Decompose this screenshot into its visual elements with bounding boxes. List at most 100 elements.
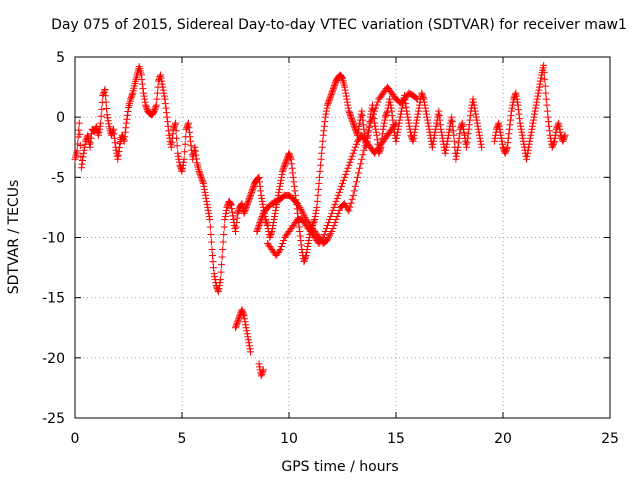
data-point xyxy=(339,179,346,187)
data-point xyxy=(516,119,524,127)
data-point xyxy=(424,119,432,127)
data-point xyxy=(323,104,331,112)
data-point xyxy=(422,107,430,115)
data-point xyxy=(519,134,527,142)
data-point xyxy=(544,118,552,126)
data-point xyxy=(231,224,239,232)
data-point xyxy=(255,221,263,229)
data-point xyxy=(128,91,136,99)
data-point xyxy=(379,125,387,133)
data-point xyxy=(347,199,355,207)
data-point xyxy=(162,104,170,112)
data-point xyxy=(337,182,345,190)
data-point xyxy=(532,101,540,109)
data-point xyxy=(104,114,112,122)
data-point xyxy=(289,173,297,181)
data-point xyxy=(452,152,460,160)
data-point xyxy=(419,92,427,100)
data-point xyxy=(110,130,118,138)
data-point xyxy=(311,215,319,223)
data-point xyxy=(296,232,304,240)
data-point xyxy=(370,110,378,118)
data-point xyxy=(349,118,357,126)
data-point xyxy=(470,98,478,106)
data-point xyxy=(172,127,180,135)
data-point xyxy=(506,121,514,129)
data-point xyxy=(497,131,505,139)
data-point xyxy=(444,134,452,142)
data-point xyxy=(351,124,359,132)
data-point xyxy=(275,188,283,196)
data-point xyxy=(412,122,420,130)
data-point xyxy=(227,200,235,208)
data-point xyxy=(150,107,158,115)
y-tick-label: -15 xyxy=(42,291,65,307)
data-point xyxy=(295,223,303,231)
data-point xyxy=(474,122,482,130)
data-point xyxy=(435,112,443,120)
data-point xyxy=(257,191,265,199)
data-point xyxy=(454,146,462,154)
data-point xyxy=(541,75,549,83)
data-point xyxy=(242,324,250,332)
data-point xyxy=(393,134,401,142)
data-point xyxy=(463,139,471,147)
data-point xyxy=(345,161,353,169)
data-point xyxy=(462,140,470,148)
data-point xyxy=(102,98,110,106)
data-point xyxy=(459,122,467,130)
y-tick-label: 0 xyxy=(56,110,65,126)
data-point xyxy=(543,101,551,109)
data-point xyxy=(317,161,325,169)
data-point xyxy=(76,141,84,149)
data-point xyxy=(496,125,504,133)
data-point xyxy=(525,140,533,148)
data-point xyxy=(119,134,127,142)
data-point xyxy=(418,91,426,99)
data-point xyxy=(206,223,214,231)
data-point xyxy=(233,321,241,329)
data-point xyxy=(279,240,287,248)
data-point xyxy=(263,220,271,228)
data-point xyxy=(208,246,216,254)
data-point xyxy=(422,110,430,118)
data-point xyxy=(121,133,129,141)
data-point xyxy=(358,112,366,120)
data-point xyxy=(280,163,288,171)
data-point xyxy=(352,140,360,148)
data-point xyxy=(513,98,521,106)
data-point xyxy=(109,127,117,135)
data-point xyxy=(511,91,519,99)
data-point xyxy=(326,94,334,102)
data-point xyxy=(560,134,568,142)
data-point xyxy=(358,107,366,115)
data-point xyxy=(97,119,105,127)
data-point xyxy=(501,149,509,157)
data-point xyxy=(365,127,373,135)
x-tick-label: 25 xyxy=(601,431,619,447)
data-point xyxy=(330,83,338,91)
data-point xyxy=(554,121,562,129)
data-point xyxy=(434,110,442,118)
data-point xyxy=(247,190,255,198)
data-point xyxy=(373,136,381,144)
data-point xyxy=(256,178,264,186)
data-point xyxy=(280,237,288,245)
data-point xyxy=(358,155,366,163)
data-point xyxy=(321,113,329,121)
data-point xyxy=(275,247,283,255)
data-point xyxy=(336,185,344,193)
data-point xyxy=(471,107,479,115)
data-point xyxy=(315,173,323,181)
data-point xyxy=(276,179,284,187)
data-point xyxy=(464,130,472,138)
data-point xyxy=(528,122,536,130)
data-point xyxy=(228,205,236,213)
data-point xyxy=(113,152,121,160)
data-point xyxy=(314,185,322,193)
data-point xyxy=(241,208,249,216)
data-point xyxy=(83,133,91,141)
data-point xyxy=(255,173,263,181)
data-point xyxy=(257,217,265,225)
data-point xyxy=(203,200,211,208)
